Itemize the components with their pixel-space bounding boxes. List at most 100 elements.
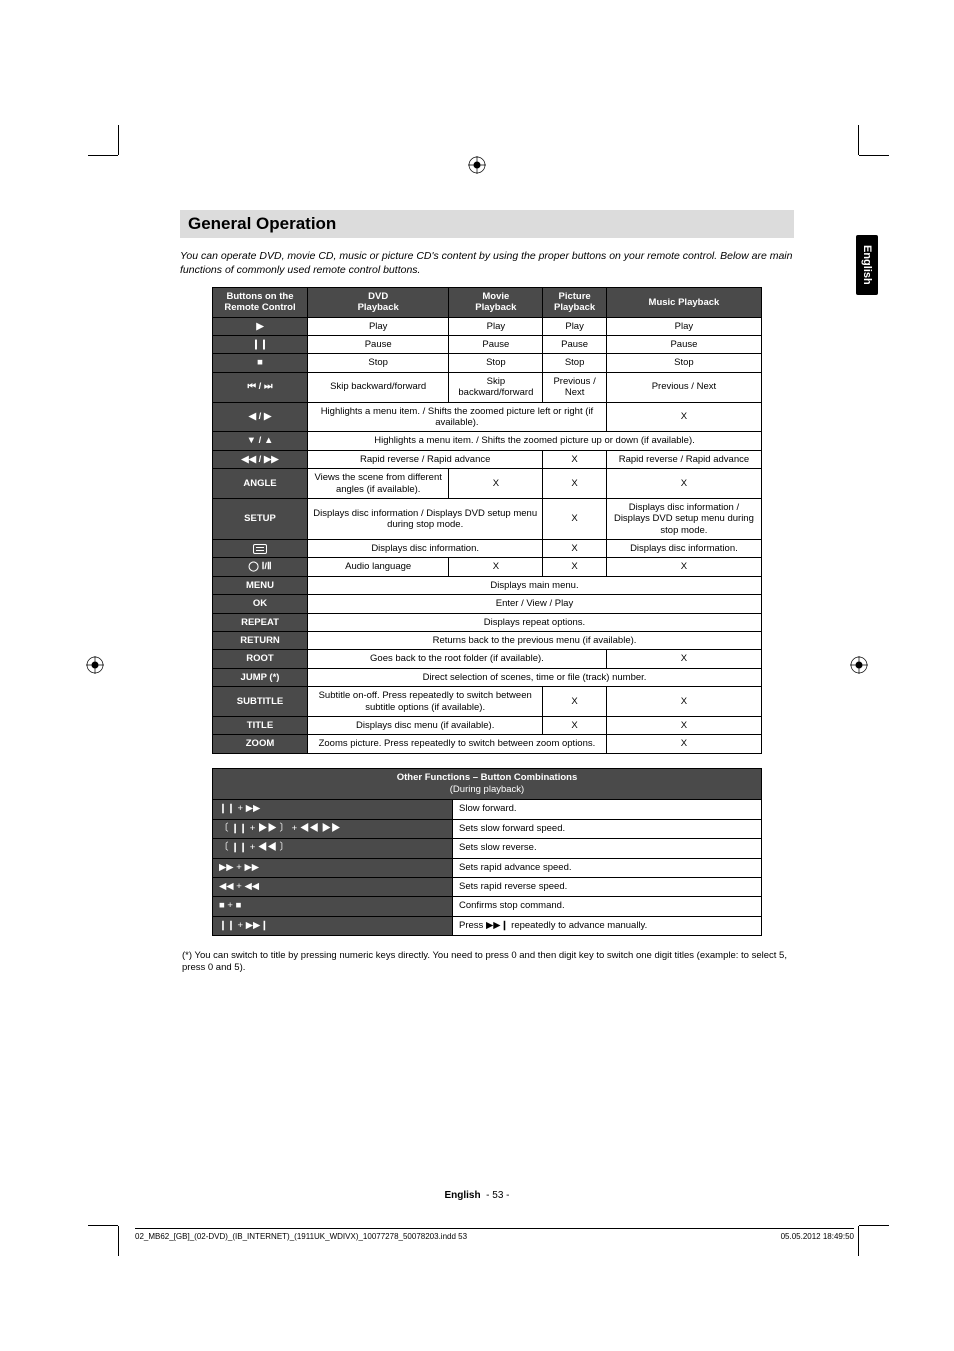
table-cell: Stop <box>543 354 606 372</box>
table-cell: Skip backward/forward <box>308 372 449 402</box>
footnote: (*) You can switch to title by pressing … <box>182 950 792 975</box>
table-cell: Play <box>308 317 449 335</box>
table-cell: Subtitle on-off. Press repeatedly to swi… <box>308 687 543 717</box>
table-cell: Displays repeat options. <box>308 613 762 631</box>
button-cell: ▼ / ▲ <box>213 432 308 450</box>
button-cell: JUMP (*) <box>213 668 308 686</box>
combo-button-cell: ■ + ■ <box>213 897 453 916</box>
table-cell: X <box>543 717 606 735</box>
table-row: ▶PlayPlayPlayPlay <box>213 317 762 335</box>
table-row: ◀◀ + ◀◀Sets rapid reverse speed. <box>213 877 762 896</box>
table-row: SUBTITLESubtitle on-off. Press repeatedl… <box>213 687 762 717</box>
table-cell: Audio language <box>308 558 449 576</box>
table-cell: Stop <box>449 354 543 372</box>
table-cell: X <box>606 469 761 499</box>
table-cell: Previous / Next <box>543 372 606 402</box>
table-cell: Displays disc information / Displays DVD… <box>308 498 543 539</box>
button-cell: ◀ / ▶ <box>213 402 308 432</box>
table-cell: Pause <box>449 336 543 354</box>
table-cell: X <box>606 558 761 576</box>
combo-desc-cell: Sets slow forward speed. <box>453 819 762 838</box>
table-cell: Rapid reverse / Rapid advance <box>606 450 761 468</box>
trim-mark <box>118 125 119 155</box>
table-row: ZOOMZooms picture. Press repeatedly to s… <box>213 735 762 753</box>
button-cell: ◯ Ⅰ/Ⅱ <box>213 558 308 576</box>
table-header-cell: DVDPlayback <box>308 287 449 317</box>
table-cell: Returns back to the previous menu (if av… <box>308 632 762 650</box>
trim-mark <box>88 1225 118 1226</box>
table-cell: Displays disc menu (if available). <box>308 717 543 735</box>
table-cell: X <box>543 450 606 468</box>
table-cell: Direct selection of scenes, time or file… <box>308 668 762 686</box>
language-tab: English <box>856 235 878 295</box>
content-area: General Operation You can operate DVD, m… <box>130 150 844 975</box>
table-cell: X <box>543 469 606 499</box>
table-cell: Highlights a menu item. / Shifts the zoo… <box>308 432 762 450</box>
combo-desc-cell: Slow forward. <box>453 800 762 819</box>
button-cell: ⏮ / ⏭ <box>213 372 308 402</box>
section-heading: General Operation <box>188 214 786 234</box>
registration-mark-left <box>80 650 110 680</box>
button-cell: ❙❙ <box>213 336 308 354</box>
table-row: ❙❙ + ▶▶❙Press ▶▶❙ repeatedly to advance … <box>213 916 762 935</box>
print-footer: 02_MB62_[GB]_(02-DVD)_(IB_INTERNET)_(191… <box>135 1228 854 1241</box>
button-cell: ZOOM <box>213 735 308 753</box>
footer-filename: 02_MB62_[GB]_(02-DVD)_(IB_INTERNET)_(191… <box>135 1232 467 1241</box>
table-header-cell: MoviePlayback <box>449 287 543 317</box>
table-row: ▼ / ▲Highlights a menu item. / Shifts th… <box>213 432 762 450</box>
button-cell: MENU <box>213 576 308 594</box>
registration-mark-top <box>462 150 492 180</box>
table-cell: Play <box>606 317 761 335</box>
button-cell: SUBTITLE <box>213 687 308 717</box>
button-cell <box>213 540 308 558</box>
button-cell: REPEAT <box>213 613 308 631</box>
table-row: JUMP (*)Direct selection of scenes, time… <box>213 668 762 686</box>
table-cell: Displays disc information. <box>308 540 543 558</box>
button-cell: ROOT <box>213 650 308 668</box>
combo-button-cell: 〔 ❙❙ + ◀◀ 〕 <box>213 839 453 858</box>
table-cell: Play <box>449 317 543 335</box>
button-cell: SETUP <box>213 498 308 539</box>
table-cell: X <box>606 717 761 735</box>
table-cell: Views the scene from different angles (i… <box>308 469 449 499</box>
table-row: ❙❙PausePausePausePause <box>213 336 762 354</box>
table-row: TITLEDisplays disc menu (if available).X… <box>213 717 762 735</box>
table-cell: X <box>543 540 606 558</box>
table-cell: Zooms picture. Press repeatedly to switc… <box>308 735 607 753</box>
table-row: Displays disc information.XDisplays disc… <box>213 540 762 558</box>
table-header-cell: Picture Playback <box>543 287 606 317</box>
combo-button-cell: ❙❙ + ▶▶❙ <box>213 916 453 935</box>
combo-desc-cell: Sets slow reverse. <box>453 839 762 858</box>
trim-mark <box>858 125 859 155</box>
table-cell: X <box>543 498 606 539</box>
button-cell: RETURN <box>213 632 308 650</box>
table-row: ▶▶ + ▶▶Sets rapid advance speed. <box>213 858 762 877</box>
table-row: RETURNReturns back to the previous menu … <box>213 632 762 650</box>
table-cell: Previous / Next <box>606 372 761 402</box>
combo-button-cell: ◀◀ + ◀◀ <box>213 877 453 896</box>
button-cell: ▶ <box>213 317 308 335</box>
combo-table-header: Other Functions – Button Combinations (D… <box>213 768 762 800</box>
table-cell: Play <box>543 317 606 335</box>
table-cell: X <box>606 735 761 753</box>
table-cell: X <box>449 469 543 499</box>
table-row: ■ + ■Confirms stop command. <box>213 897 762 916</box>
table-cell: Pause <box>543 336 606 354</box>
table-cell: X <box>606 687 761 717</box>
button-cell: ◀◀ / ▶▶ <box>213 450 308 468</box>
section-heading-bar: General Operation <box>180 210 794 238</box>
trim-mark <box>859 1225 889 1226</box>
footer-timestamp: 05.05.2012 18:49:50 <box>781 1232 854 1241</box>
page: English General Operation You can operat… <box>0 0 954 1351</box>
table-cell: Displays disc information / Displays DVD… <box>606 498 761 539</box>
table-cell: Highlights a menu item. / Shifts the zoo… <box>308 402 607 432</box>
button-cell: ■ <box>213 354 308 372</box>
combo-button-cell: ▶▶ + ▶▶ <box>213 858 453 877</box>
table-cell: X <box>606 650 761 668</box>
page-number: English - 53 - <box>0 1190 954 1201</box>
table-row: 〔 ❙❙ + ▶▶ 〕 + ◀◀ ▶▶Sets slow forward spe… <box>213 819 762 838</box>
trim-mark <box>858 1226 859 1256</box>
table-cell: Displays main menu. <box>308 576 762 594</box>
button-combinations-table: Other Functions – Button Combinations (D… <box>212 768 762 936</box>
combo-desc-cell: Sets rapid reverse speed. <box>453 877 762 896</box>
